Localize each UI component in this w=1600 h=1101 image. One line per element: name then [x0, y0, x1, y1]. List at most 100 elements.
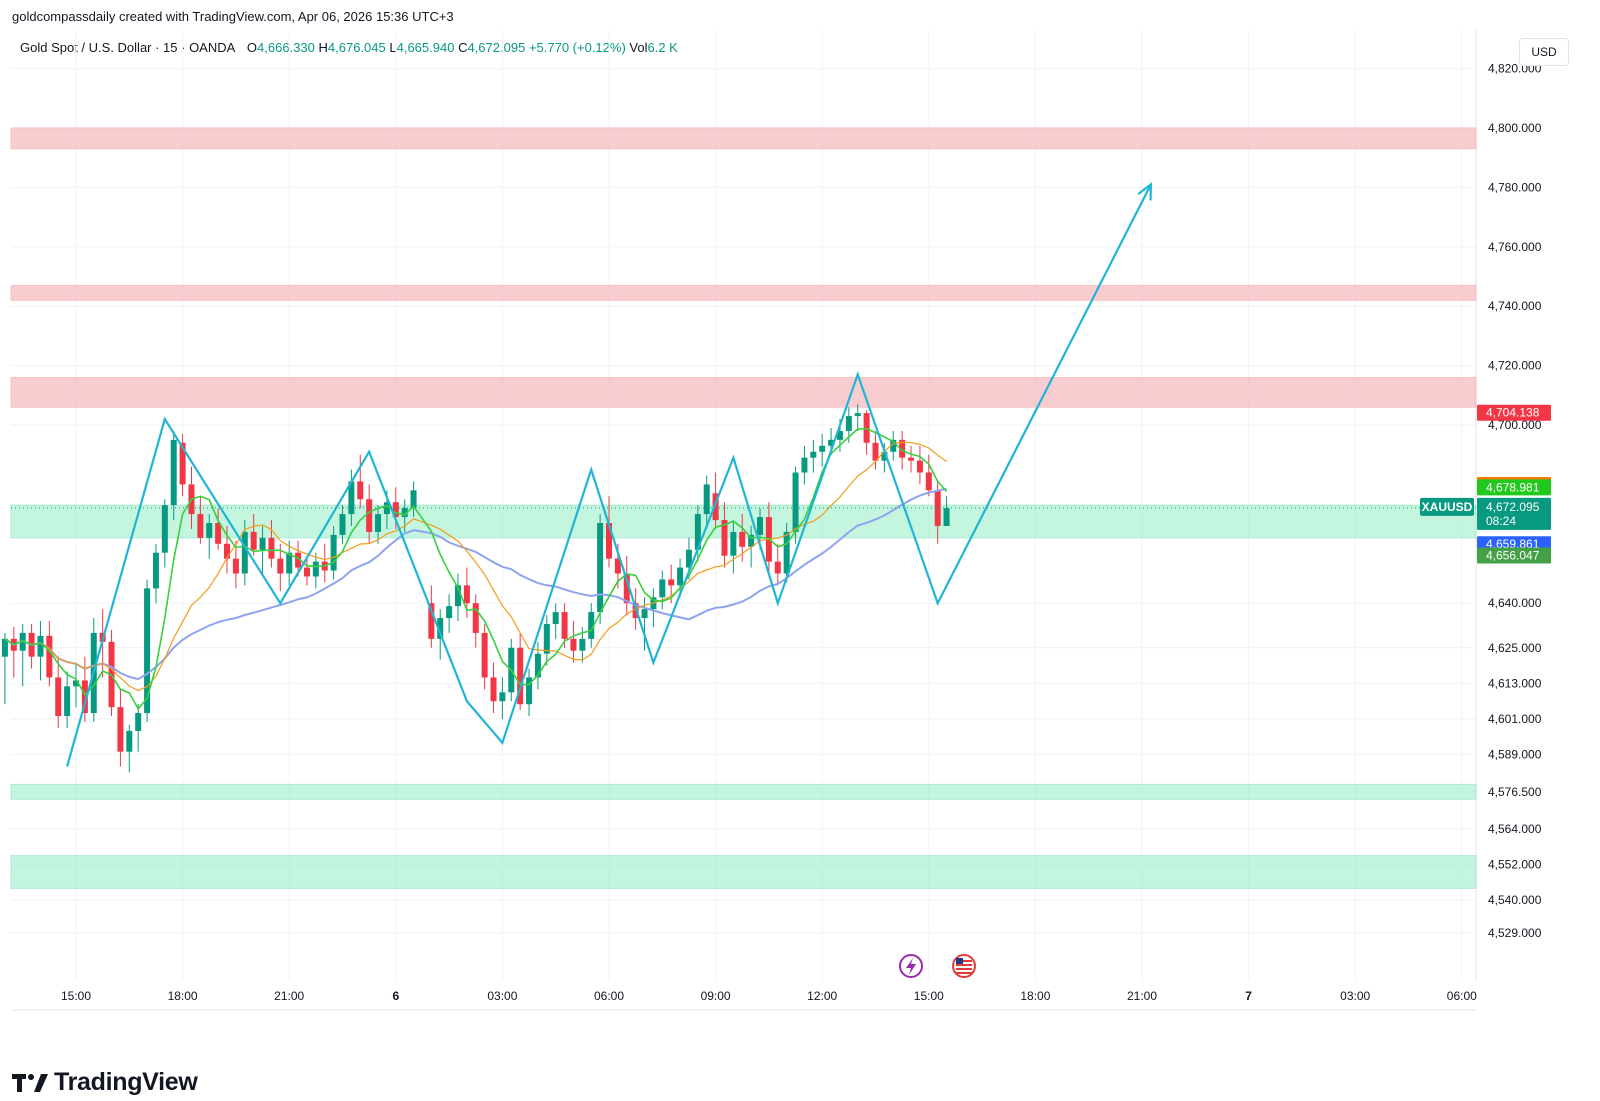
candle-body: [295, 552, 302, 568]
candle-body: [730, 531, 737, 556]
candle-body: [659, 579, 666, 598]
candle: [490, 662, 497, 714]
countdown-label: 08:24: [1486, 514, 1516, 528]
candle: [552, 603, 559, 639]
price-badge-label: 4,656.047: [1486, 549, 1540, 563]
candle: [543, 615, 550, 666]
candle: [588, 603, 595, 648]
close-label: C: [458, 40, 468, 55]
time-tick-label: 6: [392, 989, 399, 1003]
candle-body: [570, 638, 577, 651]
symbol-line[interactable]: Gold Spot / U.S. Dollar · 15 · OANDA: [20, 40, 236, 55]
volume-label: Vol: [629, 40, 648, 55]
candle-body: [721, 520, 728, 556]
price-tick-label: 4,540.000: [1488, 893, 1542, 907]
candle: [810, 439, 817, 473]
candle-body: [685, 549, 692, 568]
candle: [197, 496, 204, 544]
candle: [730, 520, 737, 574]
candle-body: [739, 531, 746, 547]
price-tick-label: 4,700.000: [1488, 418, 1542, 432]
candle: [250, 514, 257, 556]
candle-body: [677, 567, 684, 586]
candle: [472, 594, 479, 648]
candle: [366, 484, 373, 544]
ema-slow-line: [4, 441, 947, 692]
tradingview-logo-icon: [12, 1073, 48, 1092]
candle-body: [117, 707, 124, 752]
candle-body: [401, 508, 408, 518]
candle-body: [366, 499, 373, 532]
price-tick-label: 4,780.000: [1488, 180, 1542, 194]
candle: [641, 597, 648, 651]
candle-body: [748, 534, 755, 547]
candle: [446, 594, 453, 633]
candle-body: [890, 439, 897, 452]
candle: [854, 404, 861, 431]
candle: [170, 430, 177, 521]
candle-body: [454, 585, 461, 607]
candle: [1, 632, 8, 705]
candle: [268, 520, 275, 568]
tradingview-logo-text: TradingView: [54, 1068, 198, 1096]
candle-body: [899, 439, 906, 458]
time-tick-label: 09:00: [701, 989, 731, 1003]
time-tick-label: 18:00: [1020, 989, 1050, 1003]
candle: [863, 410, 870, 455]
candle-body: [623, 573, 630, 604]
candle-body: [197, 514, 204, 538]
chart-credit: goldcompassdaily created with TradingVie…: [12, 9, 454, 24]
price-tick-label: 4,529.000: [1488, 926, 1542, 940]
candle-body: [845, 416, 852, 431]
candle-body: [250, 531, 257, 550]
candle-body: [534, 653, 541, 678]
candle: [872, 430, 879, 470]
price-tick-label: 4,613.000: [1488, 676, 1542, 690]
candle-body: [694, 514, 701, 550]
candle: [428, 585, 435, 648]
price-tick-label: 4,720.000: [1488, 359, 1542, 373]
candle-body: [517, 647, 524, 705]
candle: [499, 677, 506, 720]
candle-body: [46, 635, 53, 678]
candle: [224, 525, 231, 574]
candle-body: [703, 484, 710, 515]
candle-body: [446, 606, 453, 619]
ema-fast-line: [4, 427, 948, 711]
tradingview-logo[interactable]: TradingView: [12, 1068, 198, 1097]
candle: [215, 508, 222, 550]
lightning-event-icon: [899, 954, 923, 978]
candle-body: [526, 677, 533, 705]
time-tick-label: 06:00: [594, 989, 624, 1003]
candle-body: [206, 523, 213, 538]
candle-body: [268, 537, 275, 559]
us-flag-event-icon: [952, 954, 976, 978]
candles: [1, 404, 950, 773]
price-tick-label: 4,552.000: [1488, 858, 1542, 872]
candle-body: [801, 457, 808, 473]
candle: [481, 623, 488, 690]
candle-body: [712, 493, 719, 521]
price-badge-label: 4,678.981: [1486, 480, 1540, 494]
candle-body: [126, 730, 133, 752]
candle-body: [161, 505, 168, 553]
candle: [64, 671, 71, 728]
candle: [55, 656, 62, 728]
candle-body: [215, 523, 222, 544]
close-value: 4,672.095: [467, 40, 526, 55]
candle: [454, 573, 461, 622]
candle: [179, 433, 186, 497]
price-tick-label: 4,760.000: [1488, 240, 1542, 254]
candle: [135, 704, 142, 752]
candle-body: [757, 517, 764, 535]
candle-body: [55, 677, 62, 717]
candle: [286, 540, 293, 586]
currency-button[interactable]: USD: [1519, 38, 1569, 66]
candle: [117, 689, 124, 767]
candle-body: [828, 439, 835, 446]
candle: [161, 499, 168, 568]
candle: [534, 641, 541, 690]
price-tick-label: 4,589.000: [1488, 748, 1542, 762]
candle-body: [375, 514, 382, 532]
